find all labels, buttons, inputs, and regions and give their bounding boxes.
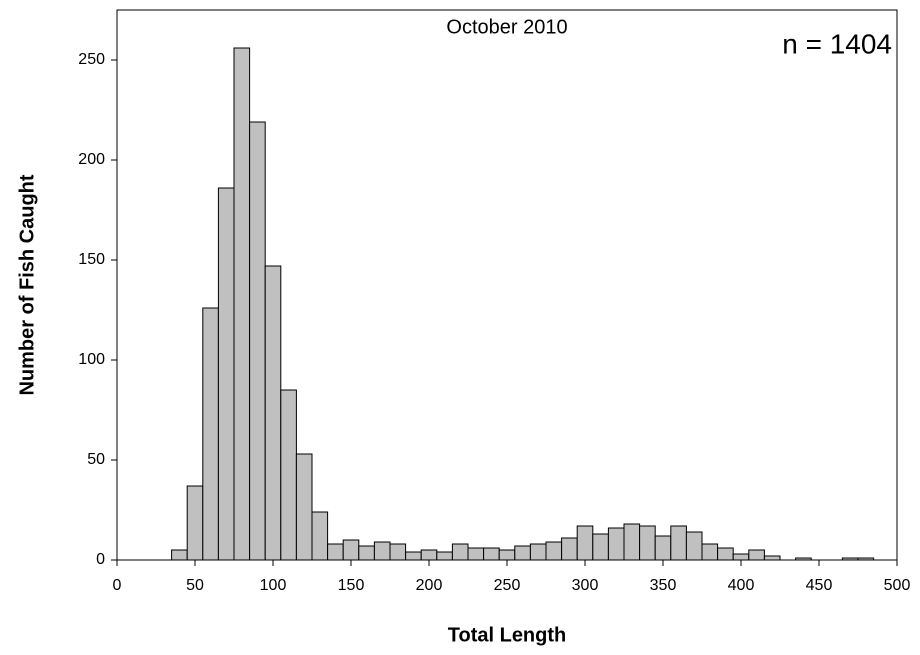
bar [249,121,266,561]
y-tick-label: 150 [78,251,105,268]
bar [701,543,719,561]
x-tick-label: 150 [338,577,365,594]
y-tick-label: 100 [78,351,105,368]
bar [280,389,297,561]
bar [514,545,531,561]
bar [748,549,765,561]
chart-title: October 2010 [446,16,567,38]
bar [217,187,235,561]
x-tick-label: 500 [884,577,911,594]
annotation: n = 1404 [782,28,892,59]
bar [763,555,781,561]
x-tick-label: 300 [572,577,599,594]
bar [327,543,344,561]
bar [389,543,407,561]
x-tick-label: 450 [806,577,833,594]
bar [592,533,609,561]
bar [732,553,750,561]
y-tick-label: 250 [78,51,105,68]
bar [373,541,391,561]
bar [171,549,188,561]
x-tick-label: 0 [113,577,122,594]
bar [483,547,500,561]
bar [405,551,422,561]
bar [529,543,547,561]
x-axis-label: Total Length [448,624,567,646]
bar [607,527,625,561]
y-tick-label: 50 [87,451,105,468]
bar [561,537,578,561]
bar [717,547,734,561]
bar [670,525,687,561]
bar [186,485,204,561]
bar [654,535,672,561]
bar [436,551,453,561]
bar [358,545,375,561]
bar [420,549,438,561]
x-tick-label: 200 [416,577,443,594]
bar [295,453,313,561]
x-tick-label: 350 [650,577,677,594]
bar [841,557,859,561]
bar [857,557,875,561]
bar [545,541,563,561]
y-tick-label: 0 [96,551,105,568]
bar [576,525,594,561]
x-tick-label: 50 [186,577,204,594]
x-tick-label: 250 [494,577,521,594]
bar [623,523,641,561]
y-tick-label: 200 [78,151,105,168]
bar [264,265,282,561]
bar [639,525,656,561]
y-axis-label: Number of Fish Caught [16,174,38,395]
bar [202,307,219,561]
bar [233,47,251,561]
bar [498,549,516,561]
bar [342,539,360,561]
bar [311,511,329,561]
bar [795,557,812,561]
x-tick-label: 100 [260,577,287,594]
bar [451,543,469,561]
bar [685,531,703,561]
x-tick-label: 400 [728,577,755,594]
bar [467,547,485,561]
